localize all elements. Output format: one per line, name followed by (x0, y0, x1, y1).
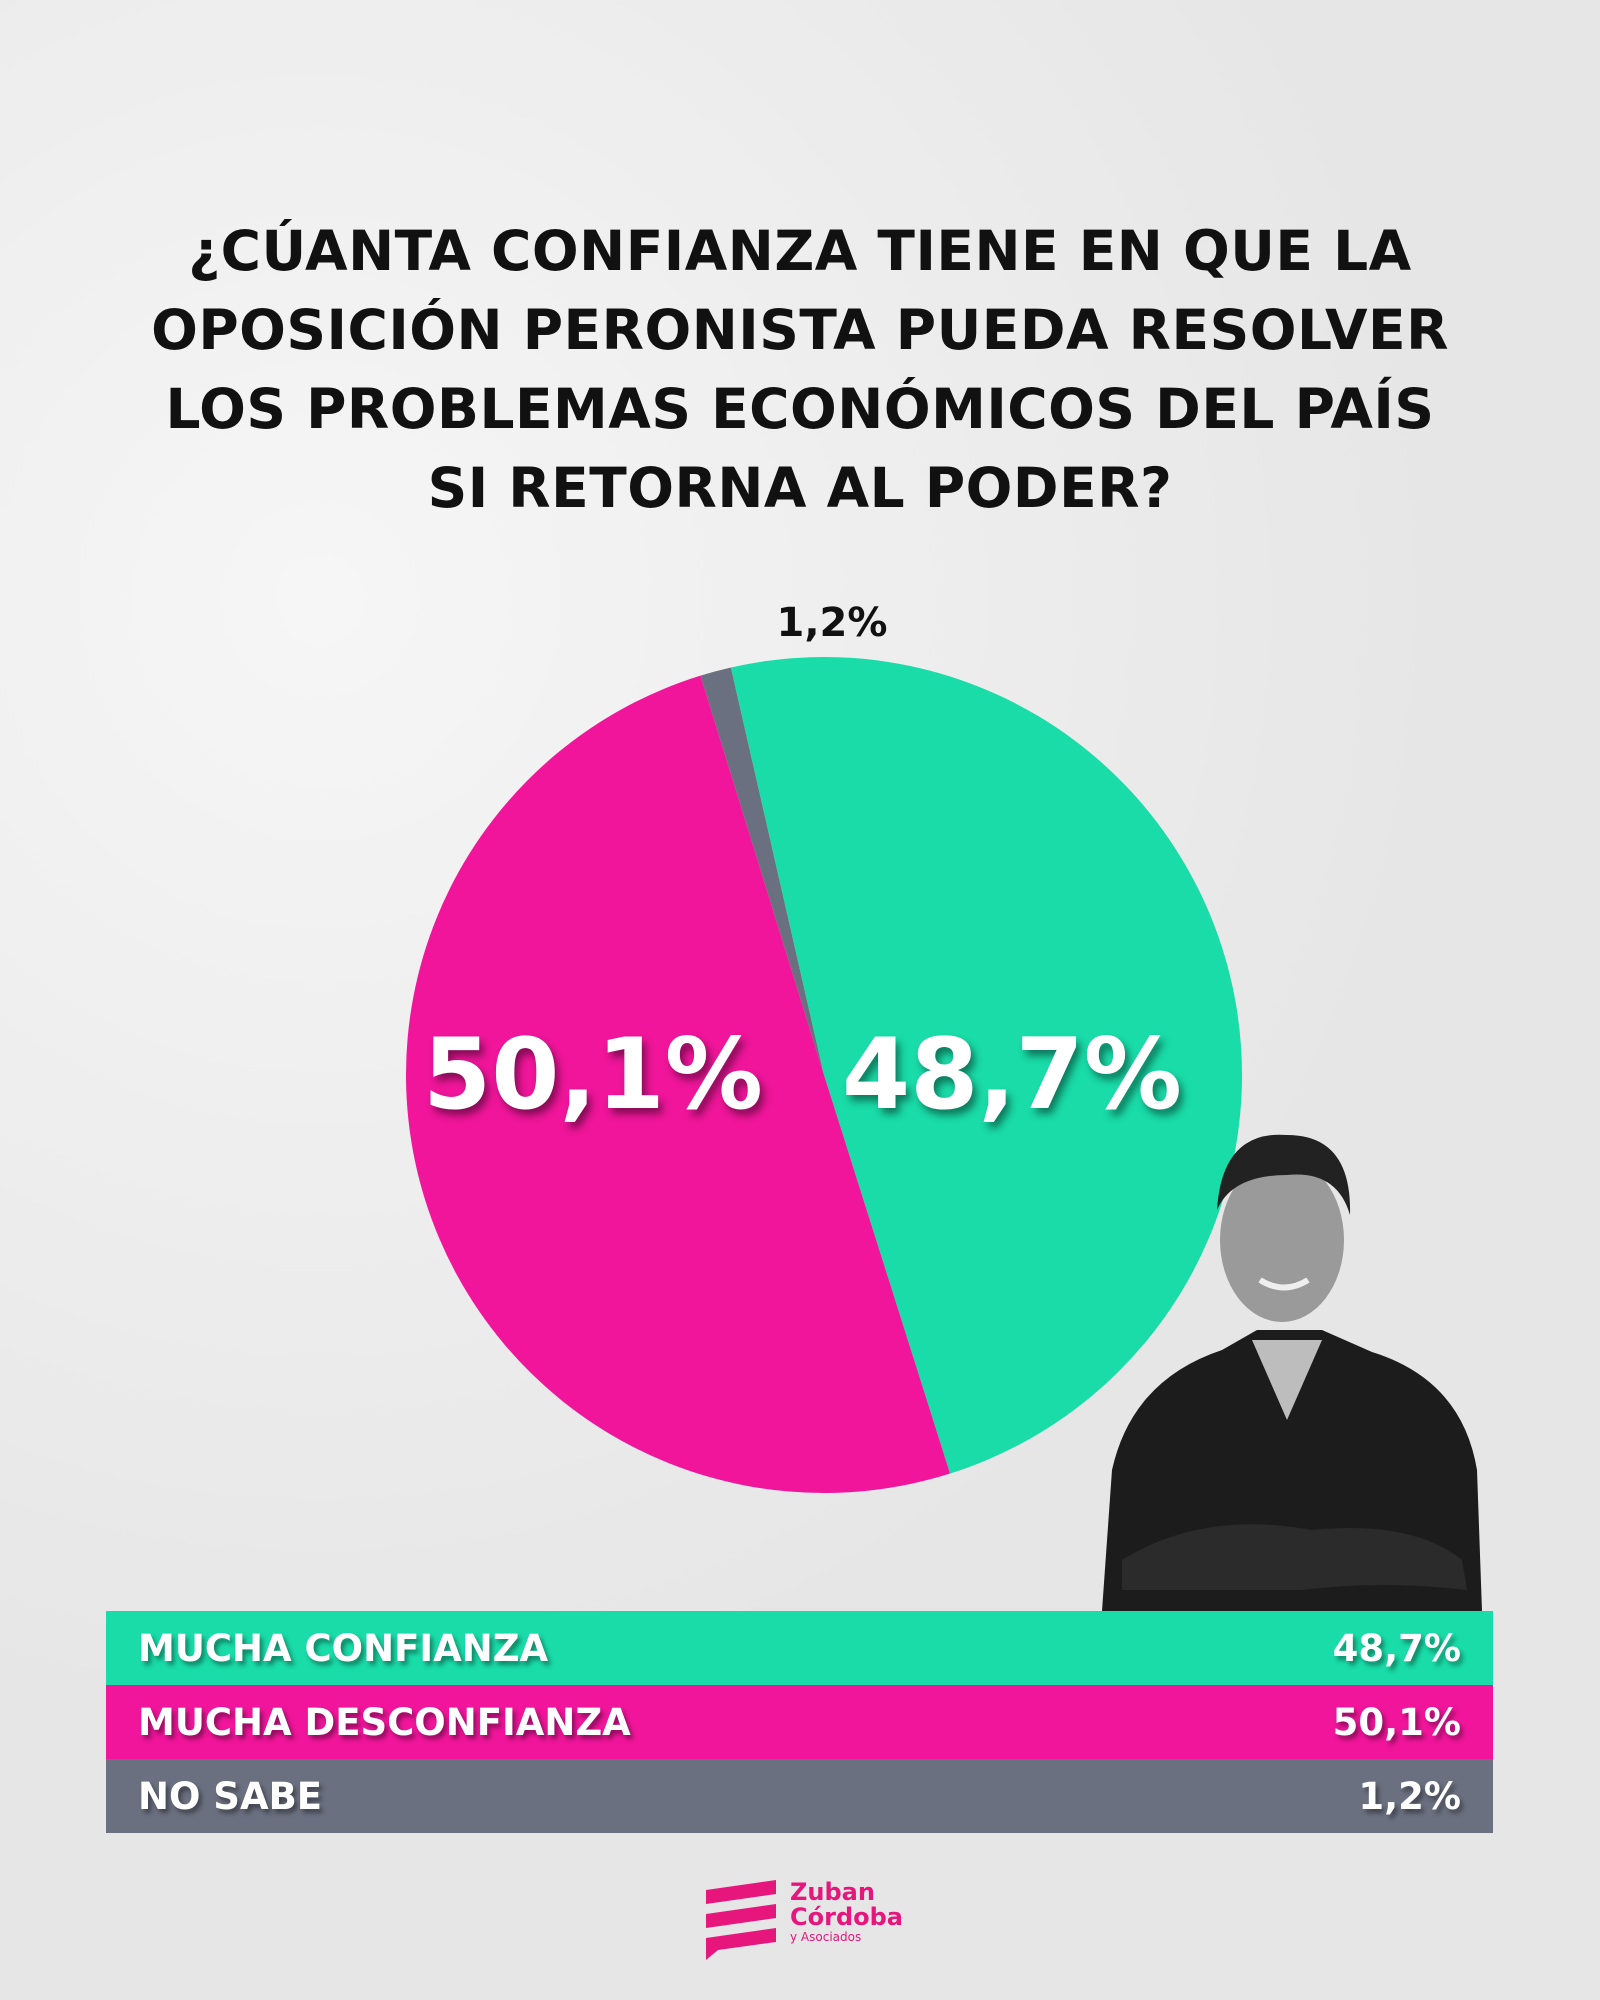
legend-value: 48,7% (1332, 1626, 1461, 1670)
pie-slice-mucha-confianza (730, 657, 1242, 1474)
logo-line3: y Asociados (790, 1930, 862, 1944)
pie-slice-no-sabe (700, 667, 824, 1075)
logo-line2: Córdoba (790, 1903, 903, 1931)
pie-slice-mucha-desconfianza (405, 675, 951, 1494)
legend-label: NO SABE (138, 1774, 323, 1818)
legend-label: MUCHA DESCONFIANZA (138, 1700, 631, 1744)
slice-label-no-sabe: 1,2% (776, 600, 888, 646)
legend-value: 1,2% (1358, 1774, 1461, 1818)
title-line: LOS PROBLEMAS ECONÓMICOS DEL PAÍS (165, 377, 1435, 441)
legend-label: MUCHA CONFIANZA (138, 1626, 549, 1670)
legend-row-mucha-desconfianza: MUCHA DESCONFIANZA 50,1% (106, 1685, 1493, 1759)
legend-value: 50,1% (1332, 1700, 1461, 1744)
legend-row-mucha-confianza: MUCHA CONFIANZA 48,7% (106, 1611, 1493, 1685)
zuban-cordoba-logo: Zuban Córdoba y Asociados (706, 1880, 906, 1962)
legend-row-no-sabe: NO SABE 1,2% (106, 1759, 1493, 1833)
logo-mark-icon (706, 1880, 776, 1960)
chart-title: ¿CÚANTA CONFIANZA TIENE EN QUE LA OPOSIC… (0, 212, 1600, 528)
title-line: OPOSICIÓN PERONISTA PUEDA RESOLVER (151, 298, 1449, 362)
title-line: ¿CÚANTA CONFIANZA TIENE EN QUE LA (188, 219, 1412, 283)
logo-line1: Zuban (790, 1878, 875, 1906)
slice-label-confianza: 48,7% (842, 1018, 1182, 1132)
person-photo (1102, 1134, 1482, 1611)
slice-label-desconfianza: 50,1% (423, 1018, 763, 1132)
title-line: SI RETORNA AL PODER? (427, 456, 1173, 520)
legend: MUCHA CONFIANZA 48,7% MUCHA DESCONFIANZA… (106, 1611, 1493, 1833)
